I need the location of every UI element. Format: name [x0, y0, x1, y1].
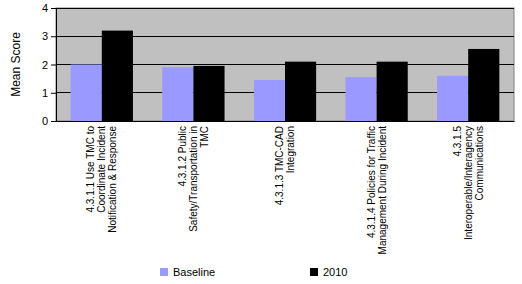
- y-tick: 3: [42, 30, 56, 42]
- y-axis-line: [51, 9, 57, 122]
- x-axis-line: [57, 121, 515, 122]
- bar: [254, 80, 285, 121]
- y-axis: 0 1 2 3 4: [42, 2, 57, 127]
- y-tick-mark: [51, 8, 56, 9]
- y-tick-mark: [51, 93, 56, 94]
- y-tick-label: 4: [42, 2, 48, 14]
- legend-item: 2010: [310, 266, 347, 278]
- y-tick-mark: [51, 36, 56, 37]
- y-tick-label: 2: [42, 59, 48, 71]
- legend: Baseline 2010: [160, 266, 347, 278]
- y-tick: 4: [42, 2, 56, 14]
- plot-background: [56, 8, 514, 121]
- bar: [437, 76, 468, 121]
- bar: [102, 31, 133, 121]
- bar-series: [102, 31, 500, 121]
- y-axis-title: Mean Score: [9, 32, 23, 97]
- bar: [468, 49, 499, 121]
- y-tick-mark: [51, 65, 56, 66]
- y-tick: 0: [42, 115, 56, 127]
- x-tick-label: 4.3.1.3 TMC-CADIntegration: [274, 126, 296, 205]
- legend-label: Baseline: [173, 266, 215, 278]
- grid-line: [56, 8, 514, 9]
- x-labels: 4.3.1.1 Use TMC toCoordinate IncidentNot…: [85, 126, 484, 255]
- legend-swatch: [310, 268, 318, 276]
- y-tick-label: 3: [42, 30, 48, 42]
- legend-swatch: [160, 268, 168, 276]
- x-tick-label: 4.3.1.4 Policies for TrafficManagement D…: [366, 126, 388, 255]
- bar: [193, 66, 224, 121]
- grid: [56, 8, 514, 121]
- y-tick: 1: [42, 87, 56, 99]
- x-axis: [57, 121, 515, 122]
- y-tick-label: 1: [42, 87, 48, 99]
- y-tick-label: 0: [42, 115, 48, 127]
- bar: [285, 62, 316, 121]
- y-tick-mark: [51, 121, 56, 122]
- bar: [71, 65, 102, 122]
- x-tick-label: 4.3.1.1 Use TMC toCoordinate IncidentNot…: [85, 126, 118, 233]
- legend-item: Baseline: [160, 266, 215, 278]
- bar: [377, 62, 408, 121]
- bar: [345, 77, 376, 121]
- plot: 0 1 2 3 4 4.3.1.1 Use TMC toCoordinate Incide…: [42, 2, 515, 254]
- bar: [162, 67, 193, 121]
- bars: [71, 31, 500, 121]
- legend-label: 2010: [323, 266, 347, 278]
- y-tick: 2: [42, 59, 56, 71]
- x-tick-label: 4.3.1.5Interoperable/InteragencyCommunic…: [452, 126, 485, 240]
- x-tick-label: 4.3.1.2 PublicSafety/Transportation inTM…: [177, 126, 210, 232]
